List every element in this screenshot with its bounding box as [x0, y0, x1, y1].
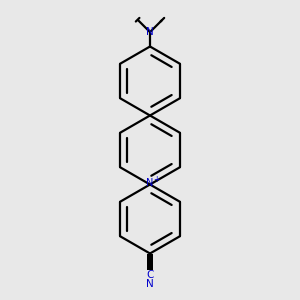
- Text: +: +: [153, 175, 160, 184]
- Text: C: C: [146, 270, 154, 280]
- Text: N: N: [146, 178, 154, 188]
- Text: N: N: [146, 27, 154, 37]
- Text: N: N: [146, 279, 154, 290]
